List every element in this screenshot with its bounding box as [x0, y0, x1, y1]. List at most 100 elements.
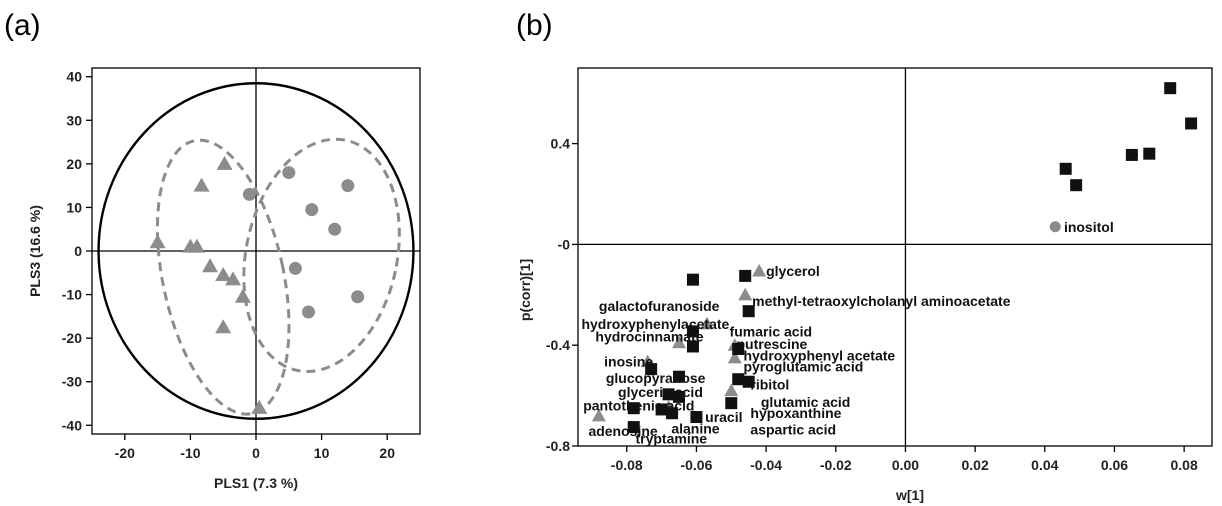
panel-b-point-square: [742, 375, 755, 388]
panel-a-xtick-label: 20: [379, 445, 395, 461]
panel-b-point-square: [1143, 147, 1156, 160]
panel-b-point-square: [732, 373, 745, 386]
panel-b-point-triangle: [724, 383, 739, 397]
panel-b-point-label: putrescine: [737, 336, 808, 352]
panel-b-point-square: [673, 370, 686, 383]
panel-b-point-label: glycerol: [766, 263, 820, 279]
panel-b-xtick-label: 0.02: [961, 457, 988, 473]
panel-b-point-label: adenosine: [588, 423, 657, 439]
panel-b-xtick-label: -0.06: [680, 457, 712, 473]
panel-b-ylabel: p(corr)[1]: [517, 259, 533, 321]
panel-b-xtick-label: 0.04: [1031, 457, 1058, 473]
panel-b-point-triangle: [752, 263, 767, 277]
panel-b-xtick-label: -0.02: [820, 457, 852, 473]
panel-a-point-triangle: [202, 258, 219, 273]
panel-a-ytick-label: 20: [66, 156, 82, 172]
panel-b-ytick-label: -0.4: [546, 337, 570, 353]
panel-a-point-circle: [282, 166, 296, 180]
panel-b-point-square: [742, 305, 755, 318]
panel-a-chart: PLS1 (7.3 %) PLS3 (16.6 %) -20 -10 0 10 20 -4…: [27, 67, 421, 491]
panel-a-point-triangle: [234, 288, 251, 303]
panel-a-ytick-label: -20: [62, 330, 82, 346]
panel-b-point-label: methyl-tetraoxylcholanyl aminoacetate: [752, 293, 1011, 309]
panel-a-point-circle: [305, 203, 319, 217]
panel-b-point-triangle: [738, 287, 753, 301]
panel-b-point-triangle: [699, 316, 714, 330]
panel-b-point-square: [1185, 117, 1198, 130]
panel-b-xtick-label: -0.04: [750, 457, 782, 473]
panel-a-group-ellipse-triangles: [155, 138, 291, 416]
panel-a-point-triangle: [188, 238, 205, 253]
panel-b-point-square: [645, 363, 658, 376]
panel-b-point-label: glutamic acid: [761, 394, 850, 410]
panel-b-point-label: ribitol: [750, 376, 789, 392]
panel-a-ytick-label: -40: [62, 417, 82, 433]
panel-a-point-triangle: [193, 177, 210, 192]
panel-b-point-square: [725, 397, 738, 410]
panel-b-point-label: inosine: [604, 354, 653, 370]
panel-b-point-label: galactofuranoside: [599, 298, 720, 314]
panel-b-point-square: [627, 421, 640, 434]
panel-a-point-circle: [242, 187, 256, 201]
panel-a-ytick-label: 40: [66, 69, 82, 85]
panel-a-ytick-label: 30: [66, 112, 82, 128]
panel-b-point-label: pantothenic acid: [583, 398, 694, 414]
panel-a-xtick-label: -10: [180, 445, 200, 461]
panel-b-point-label: hydrocinnamate: [595, 328, 703, 344]
panel-b-point-square: [739, 269, 752, 282]
panel-a-point-circle: [341, 179, 355, 193]
panel-a-ytick-label: 10: [66, 199, 82, 215]
panel-a-point-triangle: [251, 399, 268, 414]
panel-b-chart: w[1] p(corr)[1] -0.08 -0.06 -0.04 -0.02 0.00…: [517, 67, 1213, 503]
panel-b-ytick-label: 0.4: [551, 136, 571, 152]
panel-b-point-square: [686, 273, 699, 286]
panel-a-point-circle: [288, 261, 302, 275]
panel-b-xtick-label: 0.00: [892, 457, 919, 473]
panel-a-point-circle: [351, 290, 365, 304]
panel-b-point-square: [666, 407, 679, 420]
panel-b-point-square: [1070, 179, 1083, 192]
panel-b-frame: [577, 67, 1213, 447]
panel-a-ytick-label: 0: [74, 243, 82, 259]
panel-a-xtick-label: -20: [115, 445, 135, 461]
panel-b-point-triangle: [591, 408, 606, 422]
panel-b-point-triangle: [672, 335, 687, 349]
panel-b-point-square: [1125, 148, 1138, 161]
panel-b-point-label: uracil: [705, 409, 742, 425]
panel-a-point-circle: [328, 222, 342, 236]
panel-a-label: (a): [4, 9, 41, 42]
panel-b-point-label: hydroxyphenylacetate: [581, 316, 729, 332]
panel-b-point-square: [673, 390, 686, 403]
panel-a-point-triangle: [149, 234, 166, 249]
panel-b-xtick-label: 0.06: [1101, 457, 1128, 473]
panel-b-point-triangle: [727, 350, 742, 364]
panel-a-point-triangle: [225, 271, 242, 286]
panel-a-ytick-label: -10: [62, 287, 82, 303]
panel-b-point-label: aspartic acid: [750, 422, 836, 438]
panel-a-xlabel: PLS1 (7.3 %): [214, 475, 298, 491]
panel-b-ytick-label: -0.8: [546, 438, 570, 454]
panel-b-point-label: hypoxanthine: [750, 405, 841, 421]
panel-b-point-square: [1164, 82, 1177, 95]
panel-a-point-triangle: [216, 155, 233, 170]
panel-b-point-square: [627, 402, 640, 415]
panel-b-ytick-label: -0: [558, 236, 571, 252]
panel-a-xtick-label: 0: [252, 445, 260, 461]
panel-b-point-square: [690, 411, 703, 424]
panel-b-point-square: [655, 403, 668, 416]
panel-b-point-label: glyceric acid: [618, 384, 703, 400]
panel-b-xtick-label: 0.08: [1171, 457, 1198, 473]
panel-a-group-ellipse-circles: [242, 137, 401, 373]
panel-b-point-square: [662, 388, 675, 401]
panel-b-point-label: hydroxyphenyl acetate: [743, 347, 895, 363]
panel-b-xlabel: w[1]: [895, 487, 924, 503]
panel-b-label: (b): [516, 9, 553, 42]
panel-b-point-label: pyroglutamic acid: [743, 359, 863, 375]
panel-b-point-square: [732, 342, 745, 355]
panel-a-point-triangle: [215, 266, 232, 281]
panel-b-point-label: tryptamine: [635, 430, 707, 446]
panel-b-point-label: inositol: [1064, 219, 1114, 235]
panel-a-ytick-label: -30: [62, 374, 82, 390]
panel-b-point-circle: [1049, 221, 1061, 233]
